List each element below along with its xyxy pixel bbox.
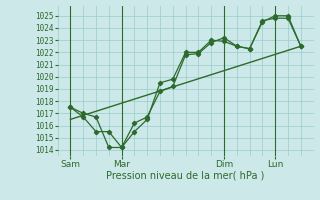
X-axis label: Pression niveau de la mer( hPa ): Pression niveau de la mer( hPa ) xyxy=(107,171,265,181)
